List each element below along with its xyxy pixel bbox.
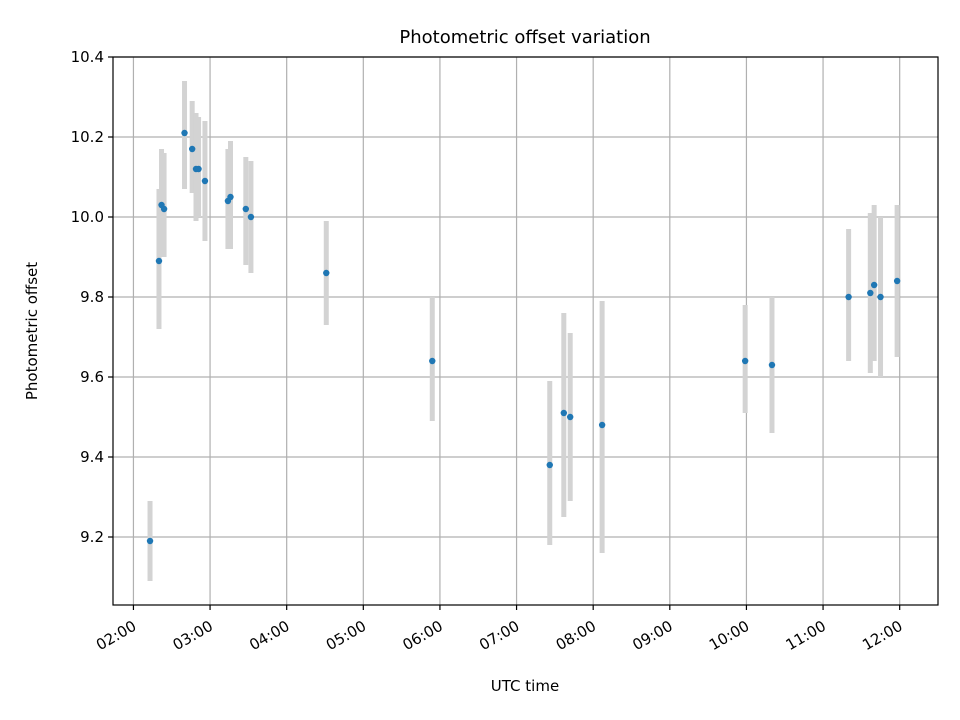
data-point (845, 293, 852, 301)
data-point (146, 537, 154, 545)
data-point (160, 205, 168, 213)
data-markers (146, 129, 901, 545)
data-point (870, 281, 878, 289)
data-point (566, 413, 574, 421)
data-point (195, 165, 202, 173)
data-point (560, 409, 568, 417)
data-point (546, 461, 553, 469)
chart-title: Photometric offset variation (399, 27, 650, 48)
data-point (188, 145, 196, 153)
plot-frame (112, 56, 939, 606)
y-tick-label: 10.0 (71, 208, 104, 226)
y-tick-label: 10.2 (71, 128, 104, 146)
y-axis-label: Photometric offset (23, 262, 41, 400)
data-point (741, 357, 749, 365)
data-point (893, 277, 901, 285)
x-axis-label: UTC time (491, 677, 559, 695)
data-point (247, 213, 255, 221)
y-tick-label: 9.8 (80, 288, 104, 306)
data-point (867, 289, 874, 297)
data-point (201, 177, 209, 185)
data-point (155, 257, 163, 265)
data-point (323, 269, 330, 277)
data-point (598, 421, 606, 429)
data-point (877, 293, 884, 301)
data-point (227, 193, 234, 201)
y-tick-label: 10.4 (71, 48, 104, 66)
y-tick-label: 9.4 (80, 448, 104, 466)
data-point (181, 129, 188, 137)
data-point (242, 205, 250, 213)
data-point (768, 361, 776, 369)
data-point (429, 357, 436, 365)
y-tick-label: 9.6 (80, 368, 104, 386)
y-tick-label: 9.2 (80, 528, 104, 546)
y-axis-ticks: 9.2 9.4 9.6 9.8 10.0 10.2 10.4 (71, 48, 113, 546)
